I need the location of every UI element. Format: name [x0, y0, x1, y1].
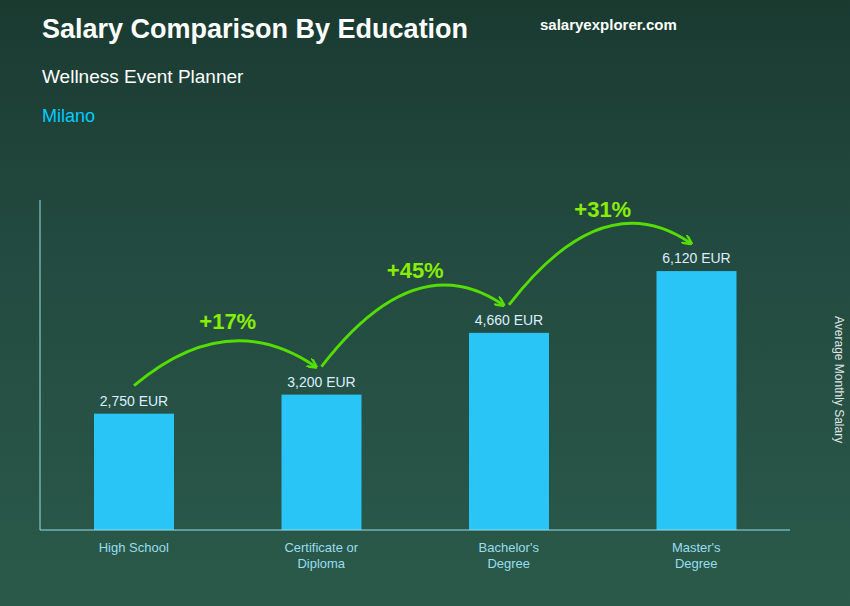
svg-text:2,750 EUR: 2,750 EUR [100, 393, 168, 409]
svg-text:Bachelor'sDegree: Bachelor'sDegree [479, 540, 540, 571]
svg-text:High School: High School [99, 540, 169, 555]
svg-text:+31%: +31% [574, 200, 631, 222]
svg-text:3,200 EUR: 3,200 EUR [287, 374, 355, 390]
svg-text:6,120 EUR: 6,120 EUR [662, 250, 730, 266]
svg-text:4,660 EUR: 4,660 EUR [475, 312, 543, 328]
html-text:Wellness Event Planner: Wellness Event Planner [42, 66, 244, 87]
html-text:salaryexplorer.com: salaryexplorer.com [540, 16, 677, 33]
svg-text:Master'sDegree: Master'sDegree [672, 540, 721, 571]
svg-text:+17%: +17% [199, 309, 256, 334]
html-text:Average Monthly Salary: Average Monthly Salary [832, 316, 846, 444]
html-text:Salary Comparison By Education: Salary Comparison By Education [42, 14, 469, 44]
svg-text:Certificate orDiploma: Certificate orDiploma [284, 540, 358, 571]
html-text:Milano: Milano [42, 106, 95, 126]
svg-text:+45%: +45% [387, 258, 444, 283]
